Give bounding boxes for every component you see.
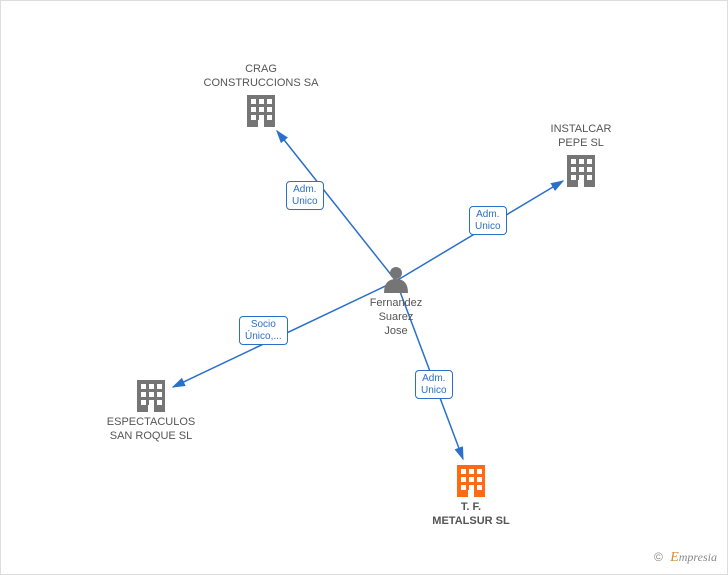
building-icon [457, 465, 485, 497]
edge-label: Adm. Unico [469, 206, 507, 235]
building-icon [247, 95, 275, 127]
building-icon [137, 380, 165, 412]
node-label: INSTALCAR PEPE SL [511, 123, 651, 151]
node-label: T. F. METALSUR SL [401, 501, 541, 529]
edge-label: Socio Único,... [239, 316, 288, 345]
building-icon [567, 155, 595, 187]
node-label-center: Fernandez Suarez Jose [356, 297, 436, 338]
diagram-container: Adm. Unico Adm. Unico Socio Único,... Adm. … [0, 0, 728, 575]
node-label: ESPECTACULOS SAN ROQUE SL [81, 416, 221, 444]
brand-name: Empresia [670, 550, 717, 564]
copyright-symbol: © [654, 550, 663, 564]
node-label: CRAG CONSTRUCCIONS SA [191, 63, 331, 91]
watermark: © Empresia [654, 550, 717, 566]
edge-label: Adm. Unico [415, 370, 453, 399]
edge-label: Adm. Unico [286, 181, 324, 210]
diagram-svg [1, 1, 727, 574]
